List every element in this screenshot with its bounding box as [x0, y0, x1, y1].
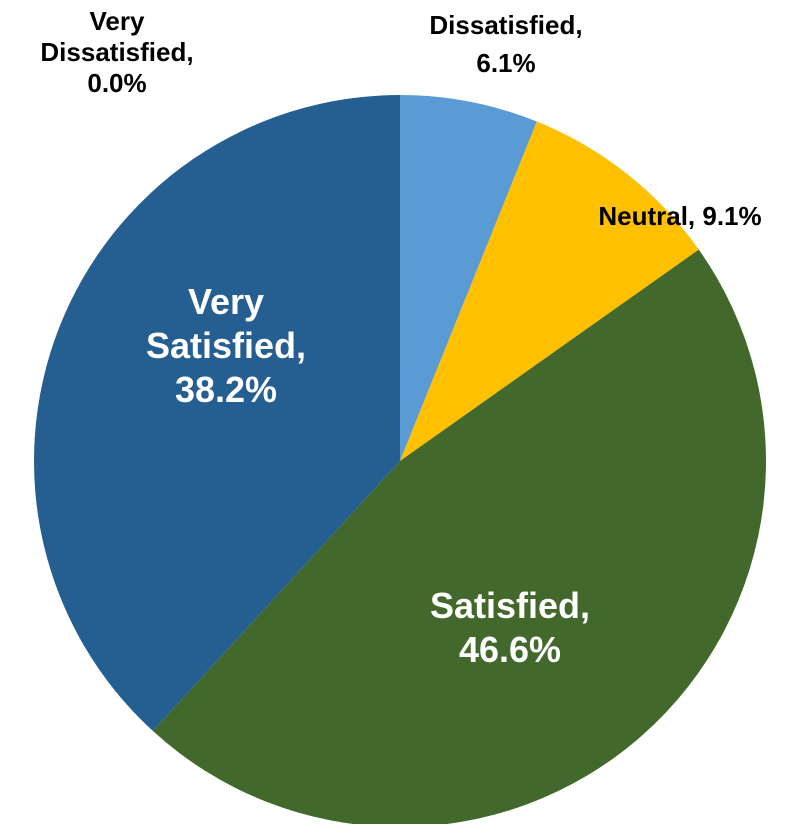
label-line: Dissatisfied, [429, 10, 582, 40]
label-line: Dissatisfied, [40, 37, 193, 67]
label-dissatisfied: Dissatisfied, 6.1% [429, 10, 582, 78]
label-neutral: Neutral, 9.1% [598, 201, 761, 231]
slice-very-satisfied [33, 95, 401, 731]
label-line: Neutral, 9.1% [598, 201, 761, 231]
label-line: Very [188, 281, 264, 322]
pie-slices [33, 95, 766, 824]
slice-satisfied [152, 249, 766, 824]
label-very-dissatisfied: Very Dissatisfied, 0.0% [40, 6, 193, 98]
pie-labels: Very Dissatisfied, 0.0%Dissatisfied, 6.1%Ne… [40, 6, 761, 670]
label-line: 38.2% [175, 369, 277, 410]
label-line: Satisfied, [146, 325, 306, 366]
label-line: Very [90, 6, 145, 36]
label-satisfied: Satisfied, 46.6% [430, 585, 590, 670]
label-very-satisfied: Very Satisfied, 38.2% [146, 281, 306, 410]
label-line: Satisfied, [430, 585, 590, 626]
slice-neutral [400, 121, 699, 461]
label-line: 6.1% [476, 48, 535, 78]
label-line: 0.0% [87, 68, 146, 98]
slice-dissatisfied [400, 95, 537, 461]
label-line: 46.6% [459, 629, 561, 670]
